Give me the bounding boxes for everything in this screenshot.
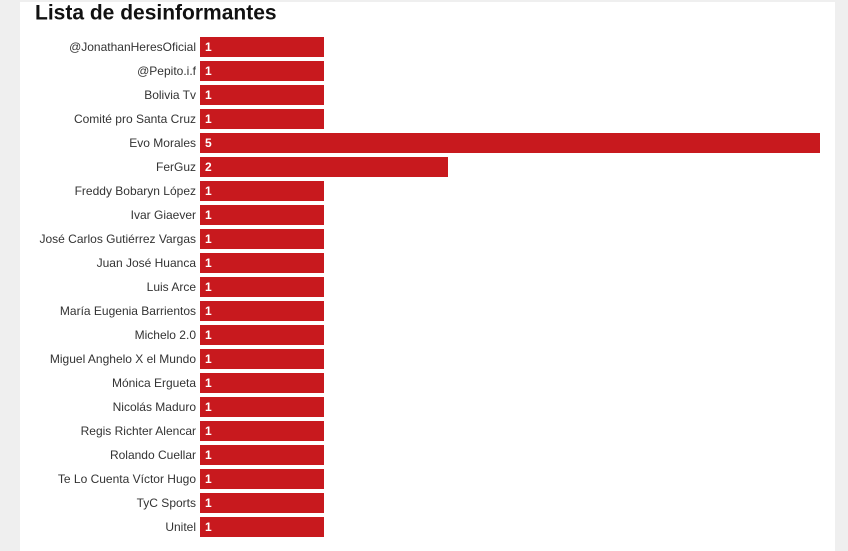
- data-label: 1: [205, 112, 212, 126]
- category-label: Miguel Anghelo X el Mundo: [50, 352, 196, 366]
- panel: [20, 2, 835, 551]
- bar: [200, 373, 324, 393]
- category-label: Ivar Giaever: [131, 208, 196, 222]
- category-label: Nicolás Maduro: [113, 400, 197, 414]
- bar: [200, 181, 324, 201]
- category-label: Regis Richter Alencar: [81, 424, 196, 438]
- chart-title: Lista de desinformantes: [35, 2, 277, 25]
- data-label: 1: [205, 304, 212, 318]
- data-label: 1: [205, 40, 212, 54]
- bar: [200, 157, 448, 177]
- bar: [200, 301, 324, 321]
- data-label: 1: [205, 496, 212, 510]
- category-label: José Carlos Gutiérrez Vargas: [39, 232, 196, 246]
- bar: [200, 493, 324, 513]
- category-label: Comité pro Santa Cruz: [74, 112, 196, 126]
- data-label: 1: [205, 328, 212, 342]
- data-label: 1: [205, 280, 212, 294]
- category-label: Juan José Huanca: [97, 256, 197, 270]
- data-label: 1: [205, 424, 212, 438]
- data-label: 1: [205, 184, 212, 198]
- bar: [200, 37, 324, 57]
- bar: [200, 253, 324, 273]
- category-label: Luis Arce: [147, 280, 197, 294]
- category-label: Mónica Ergueta: [112, 376, 196, 390]
- bar: [200, 133, 820, 153]
- bar: [200, 421, 324, 441]
- bar: [200, 109, 324, 129]
- data-label: 1: [205, 232, 212, 246]
- category-label: @JonathanHeresOficial: [69, 40, 196, 54]
- category-label: María Eugenia Barrientos: [60, 304, 196, 318]
- category-label: Freddy Bobaryn López: [75, 184, 196, 198]
- data-label: 1: [205, 400, 212, 414]
- category-label: Bolivia Tv: [144, 88, 196, 102]
- category-label: TyC Sports: [137, 496, 196, 510]
- category-label: Te Lo Cuenta Víctor Hugo: [58, 472, 196, 486]
- category-label: @Pepito.i.f: [137, 64, 197, 78]
- data-label: 1: [205, 256, 212, 270]
- bar: [200, 517, 324, 537]
- data-label: 1: [205, 88, 212, 102]
- bar: [200, 445, 324, 465]
- bar: [200, 229, 324, 249]
- bar: [200, 85, 324, 105]
- data-label: 1: [205, 472, 212, 486]
- category-label: Rolando Cuellar: [110, 448, 196, 462]
- data-label: 1: [205, 352, 212, 366]
- data-label: 1: [205, 520, 212, 534]
- bar: [200, 397, 324, 417]
- data-label: 2: [205, 160, 212, 174]
- category-label: Evo Morales: [129, 136, 196, 150]
- category-label: Michelo 2.0: [135, 328, 197, 342]
- category-label: Unitel: [165, 520, 196, 534]
- data-label: 1: [205, 64, 212, 78]
- bar: [200, 349, 324, 369]
- data-label: 1: [205, 208, 212, 222]
- data-label: 1: [205, 376, 212, 390]
- category-label: FerGuz: [156, 160, 196, 174]
- data-label: 1: [205, 448, 212, 462]
- bar: [200, 61, 324, 81]
- bar: [200, 325, 324, 345]
- bar: [200, 205, 324, 225]
- data-label: 5: [205, 136, 212, 150]
- bar: [200, 277, 324, 297]
- bar: [200, 469, 324, 489]
